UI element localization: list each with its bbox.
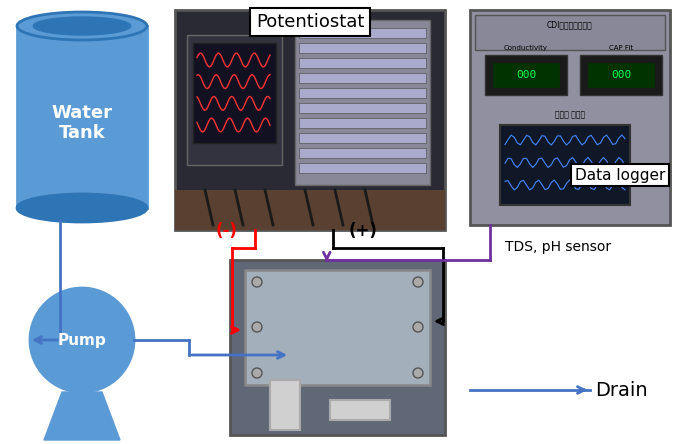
Circle shape <box>252 322 262 332</box>
Text: CAP Fit: CAP Fit <box>609 45 633 51</box>
Circle shape <box>30 288 134 392</box>
Ellipse shape <box>17 194 147 222</box>
Bar <box>470 10 670 225</box>
Text: Potentiostat: Potentiostat <box>256 13 364 31</box>
Text: 000: 000 <box>611 70 631 80</box>
Bar <box>299 43 426 53</box>
Text: TDS, pH sensor: TDS, pH sensor <box>505 240 611 254</box>
Polygon shape <box>44 392 120 440</box>
Bar <box>299 133 426 143</box>
Circle shape <box>413 368 423 378</box>
Ellipse shape <box>34 17 131 35</box>
Bar <box>475 15 665 50</box>
Ellipse shape <box>17 12 147 40</box>
Bar <box>485 55 567 95</box>
Bar <box>299 58 426 68</box>
Circle shape <box>413 277 423 287</box>
Bar <box>175 10 445 230</box>
Bar <box>500 125 630 205</box>
Text: (-): (-) <box>216 222 238 240</box>
Text: 000: 000 <box>516 70 536 80</box>
Circle shape <box>252 368 262 378</box>
Bar <box>330 400 390 420</box>
Bar <box>193 43 276 143</box>
Text: Conductivity: Conductivity <box>504 45 548 51</box>
Bar <box>299 148 426 158</box>
Text: Water
Tank: Water Tank <box>51 103 112 143</box>
Bar <box>295 20 430 185</box>
Bar <box>175 190 445 230</box>
Bar <box>245 270 430 385</box>
Text: Data logger: Data logger <box>575 167 665 182</box>
Bar <box>299 118 426 128</box>
Circle shape <box>252 277 262 287</box>
Text: Pump: Pump <box>58 333 106 348</box>
Bar <box>299 73 426 83</box>
Text: 데이터 수집기: 데이터 수집기 <box>555 111 585 119</box>
Bar <box>588 63 654 87</box>
Text: Drain: Drain <box>595 381 647 400</box>
Bar <box>17 26 147 208</box>
Bar <box>187 35 282 165</box>
Text: CDI유닛테스트장치: CDI유닛테스트장치 <box>547 20 593 29</box>
Bar <box>299 103 426 113</box>
Circle shape <box>413 322 423 332</box>
Text: (+): (+) <box>349 222 377 240</box>
Bar <box>299 28 426 38</box>
Bar <box>580 55 662 95</box>
Bar <box>230 260 445 435</box>
Bar <box>493 63 559 87</box>
Bar <box>299 88 426 98</box>
Bar <box>299 163 426 173</box>
Bar <box>270 380 300 430</box>
